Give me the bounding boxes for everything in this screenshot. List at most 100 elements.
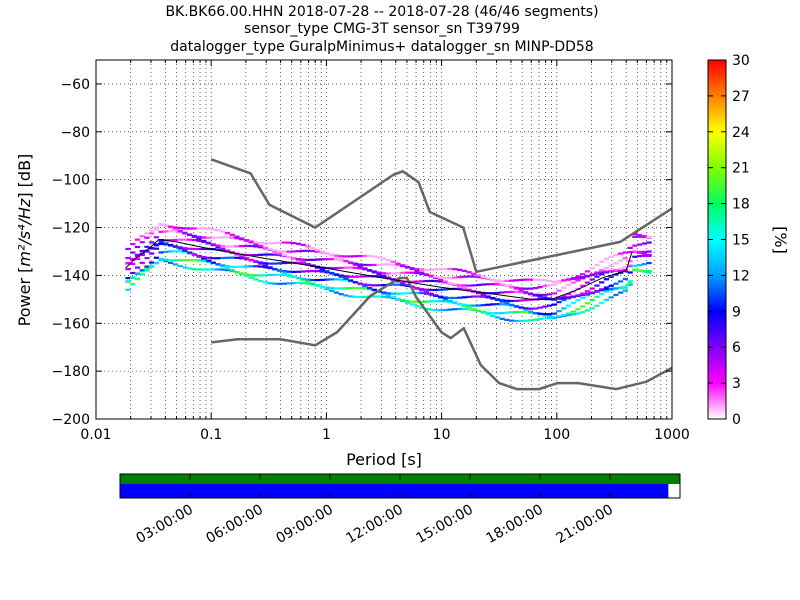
psd-cell: [485, 295, 491, 298]
psd-cell: [286, 255, 292, 258]
psd-cell: [357, 282, 363, 285]
psd-cell: [466, 271, 472, 274]
psd-cell: [196, 227, 202, 230]
psd-cell: [404, 265, 411, 269]
psd-cell: [395, 292, 401, 295]
psd-cell: [125, 279, 131, 283]
psd-cell: [471, 284, 477, 287]
psd-cell: [310, 258, 316, 261]
psd-cell: [319, 285, 325, 288]
psd-cell: [215, 248, 221, 251]
psd-cell: [504, 299, 510, 302]
psd-cell: [381, 257, 387, 260]
y-tick-label: −200: [52, 412, 90, 428]
psd-cell: [390, 263, 396, 266]
psd-cell: [584, 302, 591, 305]
psd-cell: [419, 272, 425, 275]
psd-cell: [561, 314, 567, 317]
psd-cell: [385, 294, 392, 297]
psd-cell: [580, 292, 586, 295]
psd-cell: [215, 244, 221, 247]
psd-cell: [518, 278, 524, 282]
psd-cell: [376, 295, 382, 298]
psd-cell: [258, 242, 264, 245]
psd-cell: [456, 287, 463, 291]
psd-cell: [281, 273, 287, 277]
psd-cell: [191, 238, 197, 242]
psd-cell: [523, 308, 529, 312]
psd-cell: [319, 250, 325, 253]
psd-cell: [480, 295, 486, 298]
psd-cell: [400, 299, 406, 302]
psd-cell: [618, 259, 624, 262]
psd-cell: [262, 266, 269, 269]
psd-cell: [262, 253, 269, 256]
psd-cell: [461, 284, 467, 287]
psd-cell: [130, 258, 136, 261]
psd-cell: [262, 242, 269, 245]
psd-cell: [205, 268, 212, 271]
psd-cell: [632, 250, 638, 253]
psd-cell: [229, 265, 235, 268]
psd-cell: [258, 265, 264, 268]
psd-cell: [627, 282, 633, 285]
psd-cell: [494, 291, 501, 294]
psd-cell: [466, 304, 472, 307]
psd-cell: [599, 281, 605, 284]
psd-cell: [499, 299, 505, 302]
psd-cell: [281, 271, 287, 274]
x-tick-label: 0.1: [200, 427, 222, 443]
psd-cell: [575, 308, 581, 311]
psd-cell: [409, 280, 415, 283]
psd-cell: [385, 259, 392, 262]
psd-cell: [366, 284, 373, 287]
psd-cell: [570, 295, 576, 298]
psd-cell: [243, 239, 250, 242]
psd-cell: [499, 282, 505, 285]
psd-cell: [608, 264, 614, 267]
psd-cell: [272, 267, 278, 271]
psd-cell: [537, 306, 543, 309]
psd-cell: [224, 256, 231, 259]
psd-cell: [276, 252, 283, 255]
psd-cell: [215, 245, 221, 249]
x-tick-label: 1: [322, 427, 331, 443]
psd-cell: [205, 256, 212, 259]
psd-cell: [201, 227, 207, 230]
psd-cell: [172, 250, 179, 253]
psd-cell: [262, 281, 269, 284]
psd-cell: [480, 304, 486, 307]
psd-cell: [414, 286, 420, 290]
psd-cell: [210, 236, 216, 239]
psd-cell: [224, 236, 231, 239]
psd-cell: [471, 308, 477, 311]
psd-cell: [329, 278, 335, 281]
colorbar-label: [%]: [771, 226, 790, 254]
psd-cell: [513, 305, 520, 308]
psd-cell: [352, 295, 359, 298]
psd-cell: [390, 296, 396, 299]
psd-cell: [419, 271, 425, 274]
psd-cell: [565, 313, 572, 317]
psd-cell: [565, 292, 572, 296]
psd-cell: [338, 258, 344, 261]
psd-cell: [551, 312, 557, 315]
psd-cell: [177, 247, 183, 250]
psd-cell: [575, 294, 581, 297]
psd-cell: [561, 297, 567, 300]
psd-cell: [149, 232, 155, 235]
psd-cell: [177, 230, 183, 234]
psd-cell: [125, 261, 131, 265]
psd-cell: [414, 300, 420, 304]
psd-cell: [366, 269, 373, 272]
psd-cell: [352, 281, 359, 284]
psd-cell: [168, 239, 174, 242]
psd-cell: [329, 267, 335, 270]
psd-cell: [641, 254, 647, 257]
psd-cell: [565, 296, 572, 299]
psd-cell: [603, 298, 610, 302]
psd-cell: [338, 278, 344, 281]
psd-cell: [201, 239, 207, 243]
psd-cell: [224, 265, 231, 268]
